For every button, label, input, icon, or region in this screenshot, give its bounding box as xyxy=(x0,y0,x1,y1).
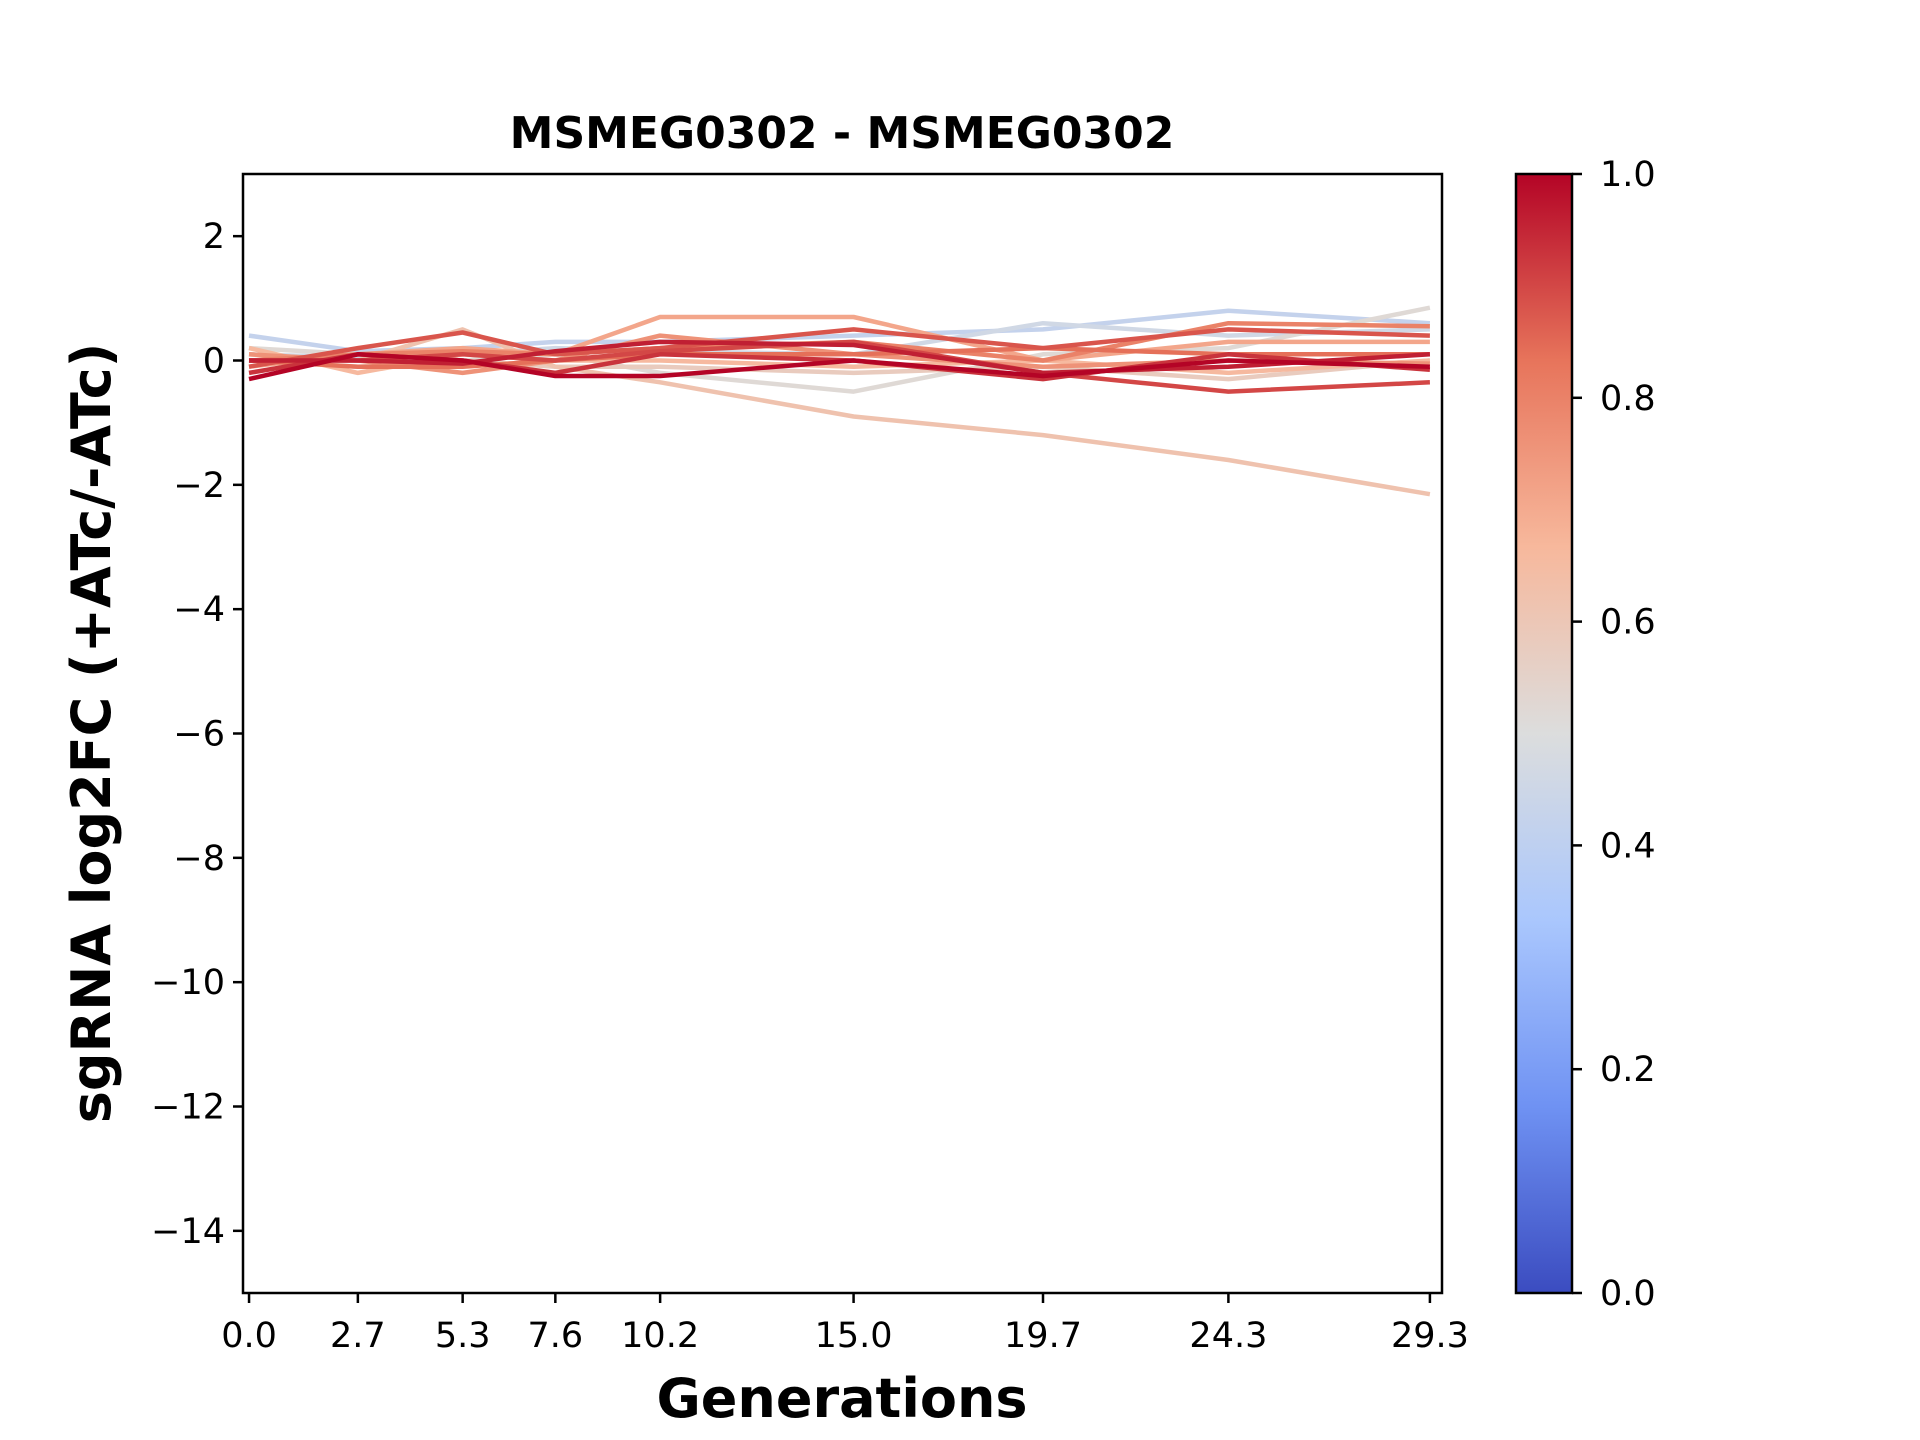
y-tick-label: 2 xyxy=(203,217,225,257)
y-tick-label: −4 xyxy=(173,590,225,630)
colorbar-tick-label: 0.2 xyxy=(1600,1050,1656,1090)
colorbar-tick-label: 0.0 xyxy=(1600,1274,1656,1314)
x-tick-label: 5.3 xyxy=(435,1316,491,1356)
y-tick-label: 0 xyxy=(203,342,225,382)
x-axis-title: Generations xyxy=(656,1367,1027,1430)
colorbar-tick-label: 1.0 xyxy=(1600,155,1656,195)
series-line-14 xyxy=(249,339,1431,376)
colorbar-axis: 0.0 0.2 0.4 0.6 0.8 1.0 xyxy=(1572,155,1656,1314)
y-axis: 2 0 −2 −4 −6 −8 −10 −12 −14 xyxy=(151,217,243,1252)
x-tick-label: 2.7 xyxy=(330,1316,386,1356)
x-tick-label: 0.0 xyxy=(221,1316,277,1356)
series-layer xyxy=(248,305,1431,497)
series-line-15 xyxy=(248,352,1430,382)
y-tick-label: −14 xyxy=(151,1212,225,1252)
colorbar-tick-label: 0.6 xyxy=(1600,603,1656,643)
colorbar xyxy=(1514,172,1574,1295)
x-tick-label: 10.2 xyxy=(621,1316,699,1356)
colorbar-tick-label: 0.4 xyxy=(1600,826,1656,866)
series-line-11 xyxy=(248,327,1430,369)
y-axis-title: sgRNA log2FC (+ATc/-ATc) xyxy=(60,343,123,1124)
y-tick-label: −8 xyxy=(173,839,225,879)
x-tick-label: 24.3 xyxy=(1189,1316,1267,1356)
x-tick-label: 19.7 xyxy=(1004,1316,1082,1356)
y-tick-label: −2 xyxy=(173,466,225,506)
colorbar-tick-label: 0.8 xyxy=(1600,379,1656,419)
y-tick-label: −10 xyxy=(151,963,225,1003)
x-tick-label: 29.3 xyxy=(1391,1316,1469,1356)
y-tick-label: −6 xyxy=(173,715,225,755)
y-tick-label: −12 xyxy=(151,1088,225,1128)
x-tick-label: 15.0 xyxy=(815,1316,893,1356)
chart-title: MSMEG0302 - MSMEG0302 xyxy=(510,108,1175,159)
x-axis: 0.0 2.7 5.3 7.6 10.2 15.0 19.7 24.3 29.3 xyxy=(221,1293,1469,1356)
x-tick-label: 7.6 xyxy=(528,1316,584,1356)
